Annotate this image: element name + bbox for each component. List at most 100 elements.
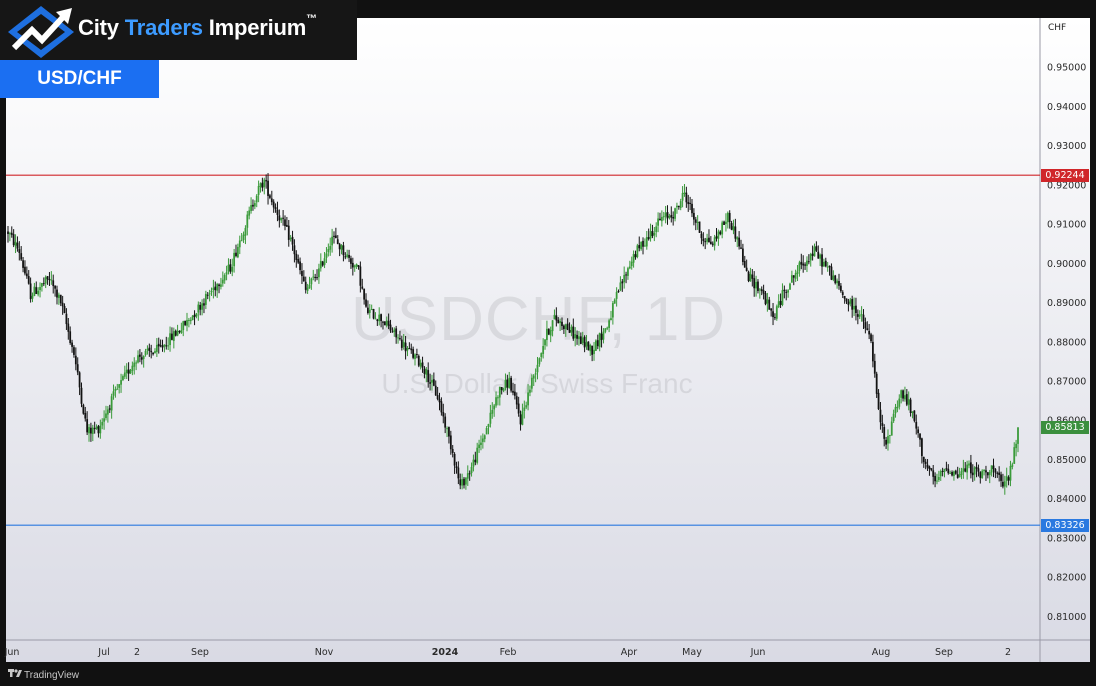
candle-body <box>404 342 407 352</box>
candle-body <box>807 261 810 263</box>
candle-body <box>755 281 757 289</box>
candle-body <box>464 477 467 485</box>
candle-body <box>229 264 232 272</box>
candle-body <box>193 314 196 318</box>
brand-name-part3: Imperium <box>202 15 307 40</box>
candle-body <box>732 226 735 231</box>
y-tick-label: 0.87000 <box>1047 376 1086 387</box>
candle-body <box>785 291 788 293</box>
chart-area[interactable]: USDCHF, 1D U.S. Dollar / Swiss Franc <box>6 18 1090 662</box>
candle-body <box>1007 477 1010 481</box>
candle-body <box>996 472 999 474</box>
candle-body <box>355 264 358 267</box>
candle-body <box>270 198 273 203</box>
candle-body <box>334 235 337 239</box>
candle-body <box>512 390 514 393</box>
candle-body <box>530 377 533 389</box>
candle-body <box>602 331 605 340</box>
candle-body <box>796 271 799 274</box>
candle-body <box>69 331 72 344</box>
candle-body <box>856 314 859 317</box>
candle-body <box>1013 447 1016 464</box>
candle-body <box>839 285 842 292</box>
candle-body <box>118 384 121 388</box>
candle-body <box>741 248 744 262</box>
candle-body <box>410 348 413 351</box>
tradingview-label: TradingView <box>24 670 80 681</box>
candle-body <box>429 382 431 384</box>
y-tick-label: 0.95000 <box>1047 63 1086 74</box>
candle-body <box>640 241 643 250</box>
candle-body <box>406 348 409 351</box>
candle-body <box>779 300 782 305</box>
candle-body <box>210 290 213 293</box>
candle-body <box>199 305 202 310</box>
candle-body <box>161 345 164 348</box>
candle-body <box>276 209 279 215</box>
candle-body <box>845 298 848 302</box>
candle-body <box>851 298 854 310</box>
candle-body <box>862 314 865 322</box>
candle-body <box>448 427 450 437</box>
candle-body <box>719 231 722 235</box>
candle-body <box>764 293 767 305</box>
candle-body <box>828 265 831 268</box>
candle-body <box>949 472 952 474</box>
watermark-ticker: USDCHF, 1D <box>351 285 727 354</box>
candle-body <box>666 212 669 219</box>
candle-body <box>979 472 982 478</box>
candle-body <box>619 282 622 291</box>
candle-body <box>821 254 823 267</box>
candle-body <box>670 214 673 218</box>
candle-body <box>691 203 693 214</box>
candle-body <box>817 251 820 259</box>
candle-body <box>532 375 535 379</box>
candle-body <box>108 408 111 410</box>
candle-body <box>789 283 791 290</box>
candle-body <box>7 231 9 235</box>
tradingview-logo-icon <box>8 669 22 677</box>
x-tick-label: 2024 <box>432 647 459 658</box>
candle-body <box>65 313 68 325</box>
brand-name: City Traders Imperium™ <box>78 13 317 41</box>
candle-body <box>623 274 626 283</box>
candle-body <box>280 217 283 221</box>
y-tick-label: 0.94000 <box>1047 102 1086 113</box>
candle-body <box>41 283 43 287</box>
candle-body <box>523 407 526 412</box>
brand-name-accent: Traders <box>124 15 203 40</box>
candle-body <box>63 305 66 314</box>
candle-body <box>762 290 765 294</box>
candle-body <box>319 260 322 269</box>
candle-body <box>415 354 418 356</box>
candle-body <box>783 289 786 292</box>
candle-body <box>52 280 55 287</box>
candle-body <box>660 216 663 222</box>
candle-body <box>920 438 923 457</box>
x-tick-label: Nov <box>315 647 334 658</box>
symbol-badge: USD/CHF <box>0 60 159 98</box>
candle-body <box>885 439 887 445</box>
candle-body <box>203 303 205 306</box>
candle-body <box>766 299 769 304</box>
candle-body <box>236 246 239 258</box>
candle-body <box>630 261 633 267</box>
candle-body <box>570 326 573 333</box>
candle-body <box>983 469 985 472</box>
last-price-tag: 0.85813 <box>1041 421 1089 435</box>
candle-body <box>853 305 855 310</box>
candle-body <box>557 319 560 324</box>
candle-body <box>809 254 812 261</box>
candle-body <box>521 411 524 425</box>
candle-body <box>598 332 601 348</box>
candle-body <box>792 275 795 278</box>
candle-body <box>596 340 599 347</box>
candle-body <box>606 327 609 329</box>
candle-body <box>551 320 554 332</box>
candle-body <box>267 180 269 196</box>
candle-body <box>265 180 268 182</box>
candle-body <box>873 360 876 374</box>
candle-body <box>8 233 11 235</box>
x-tick-label: Apr <box>621 647 638 658</box>
